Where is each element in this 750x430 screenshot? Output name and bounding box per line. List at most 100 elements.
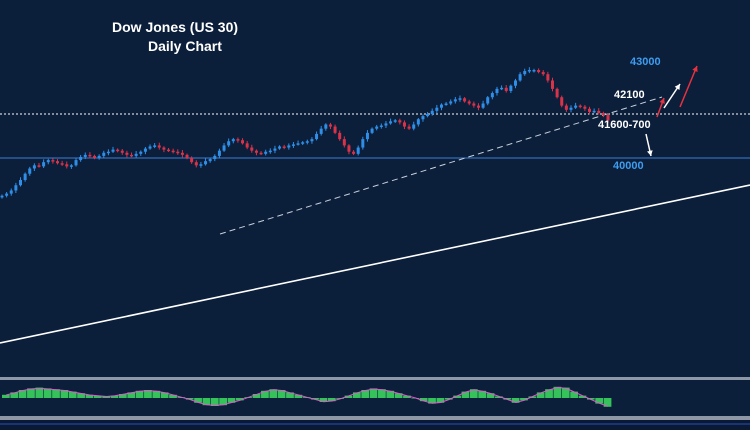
indicator-bar [561, 387, 570, 398]
candle-body [564, 105, 568, 110]
candle-body [518, 74, 522, 81]
candle-body [574, 105, 578, 108]
indicator-bar [319, 398, 328, 402]
candle-body [301, 142, 305, 144]
candle-body [125, 152, 129, 155]
candle-body [259, 152, 263, 155]
candle-body [83, 154, 87, 157]
candle-body [162, 147, 166, 150]
candle-body [60, 163, 64, 165]
indicator-bar [85, 394, 94, 398]
candle-body [190, 158, 194, 163]
candle-body [546, 74, 550, 81]
indicator-bar [110, 395, 119, 398]
candle-body [65, 164, 69, 167]
indicator-bar [595, 398, 604, 404]
candle-body [185, 154, 189, 158]
indicator-bar [286, 392, 294, 398]
candle-body [102, 152, 106, 156]
candle-body [458, 98, 462, 100]
indicator-bar [419, 398, 428, 402]
large-up-arrow-shaft [679, 65, 698, 108]
indicator-bar [261, 390, 269, 398]
candle-body [236, 139, 240, 141]
candle-body [14, 185, 18, 191]
level-label-41600-700: 41600-700 [598, 119, 651, 131]
candle-body [463, 98, 467, 102]
indicator-bar [227, 398, 236, 403]
candle-body [587, 108, 591, 112]
indicator-bar [586, 398, 595, 400]
candle-body [532, 70, 536, 72]
candle-body [194, 162, 198, 166]
indicator-bar [478, 390, 487, 398]
indicator-bar [528, 396, 537, 398]
panel-separator-bottom [0, 416, 750, 420]
candle-body [130, 154, 134, 157]
candle-body [597, 110, 601, 113]
candle-body [74, 160, 78, 166]
candle-body [509, 85, 513, 91]
indicator-bar [252, 394, 261, 398]
candle-body [319, 128, 323, 134]
indicator-bar [403, 395, 411, 398]
indicator-bar [444, 398, 453, 400]
candle-body [537, 70, 541, 73]
large-up-arrow-head [692, 66, 698, 72]
candle-body [402, 122, 406, 127]
candle-body [157, 145, 161, 148]
candle-body [287, 145, 291, 148]
level-label-40000: 40000 [613, 160, 644, 172]
candle-body [42, 162, 46, 167]
indicator-bar [570, 391, 578, 398]
candle-body [523, 71, 527, 75]
indicator-bar [52, 389, 60, 398]
candle-body [241, 140, 245, 144]
candle-body [453, 99, 457, 102]
candle-body [541, 72, 545, 75]
candle-body [23, 173, 27, 180]
candle-body [375, 126, 379, 129]
indicator-bar [327, 398, 336, 402]
indicator-bar [144, 390, 152, 398]
candle-body [342, 139, 346, 146]
candle-body [527, 70, 531, 72]
candle-body [227, 141, 231, 146]
indicator-bar [511, 398, 520, 403]
candle-body [282, 146, 286, 148]
candle-body [315, 133, 319, 140]
indicator-bar [77, 393, 85, 398]
candle-body [435, 107, 439, 111]
indicator-bar [603, 398, 612, 407]
candle-body [606, 115, 610, 121]
candle-body [264, 151, 268, 154]
candle-body [204, 161, 208, 165]
indicator-bar [378, 389, 386, 398]
indicator-bar [93, 395, 102, 398]
rising-support-trendline [219, 96, 663, 235]
indicator-bar [43, 388, 52, 398]
indicator-bar [469, 389, 478, 398]
indicator-bar [344, 395, 353, 398]
indicator-bar [545, 389, 553, 398]
candle-body [370, 128, 374, 133]
candle-body [439, 104, 443, 108]
indicator-bar [428, 398, 436, 404]
indicator-bar [495, 396, 503, 398]
indicator-bar [118, 394, 127, 398]
lower-indicator-panel [0, 420, 750, 430]
candle-body [97, 155, 101, 158]
small-up-arrow-head [659, 98, 665, 104]
candle-body [88, 154, 92, 157]
indicator-bar [352, 392, 361, 398]
candle-body [393, 120, 397, 122]
candle-body [389, 121, 393, 124]
indicator-bar [520, 398, 528, 401]
candle-body [171, 150, 175, 153]
candle-body [51, 160, 55, 162]
candle-body [513, 80, 517, 86]
candle-body [111, 149, 115, 152]
indicator-bar [10, 392, 19, 398]
candle-body [32, 165, 36, 169]
